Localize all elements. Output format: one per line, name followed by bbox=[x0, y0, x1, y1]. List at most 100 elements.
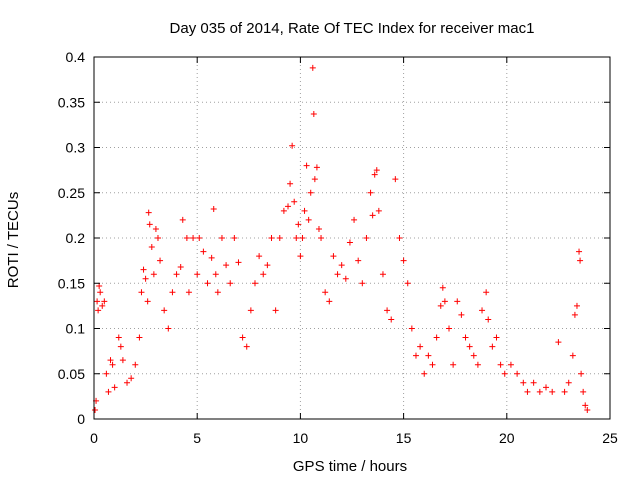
data-point bbox=[439, 284, 446, 291]
x-tick-label: 10 bbox=[293, 430, 309, 446]
data-point bbox=[310, 111, 317, 118]
data-point bbox=[388, 316, 395, 323]
plot-frame bbox=[93, 56, 611, 420]
data-point bbox=[161, 307, 168, 314]
data-point bbox=[231, 235, 238, 241]
data-point bbox=[322, 289, 329, 296]
data-point bbox=[530, 379, 537, 386]
data-points bbox=[92, 64, 591, 413]
data-point bbox=[571, 311, 578, 318]
data-point bbox=[307, 189, 314, 196]
data-point bbox=[107, 357, 114, 364]
data-point bbox=[577, 257, 584, 264]
data-point bbox=[371, 171, 378, 178]
data-point bbox=[260, 271, 267, 278]
data-point bbox=[272, 307, 279, 314]
data-point bbox=[287, 180, 294, 187]
data-point bbox=[584, 406, 591, 413]
data-point bbox=[520, 379, 527, 386]
data-point bbox=[101, 298, 108, 305]
data-point bbox=[218, 235, 225, 241]
data-point bbox=[561, 388, 568, 395]
data-point bbox=[351, 216, 358, 223]
data-point bbox=[524, 388, 531, 395]
data-point bbox=[92, 406, 99, 413]
chart-title: Day 035 of 2014, Rate Of TEC Index for r… bbox=[170, 20, 535, 37]
data-point bbox=[196, 235, 203, 241]
data-point bbox=[462, 334, 469, 341]
data-point bbox=[412, 352, 419, 359]
data-point bbox=[369, 212, 376, 219]
data-point bbox=[379, 271, 386, 278]
data-point bbox=[474, 361, 481, 368]
data-point bbox=[355, 257, 362, 264]
data-point bbox=[165, 325, 172, 332]
data-point bbox=[239, 334, 246, 341]
data-point bbox=[392, 176, 399, 183]
data-point bbox=[227, 280, 234, 287]
data-point bbox=[437, 302, 444, 309]
data-point bbox=[514, 370, 521, 377]
data-point bbox=[470, 352, 477, 359]
data-point bbox=[105, 388, 112, 395]
data-point bbox=[111, 384, 118, 391]
data-point bbox=[501, 370, 508, 377]
data-point bbox=[212, 271, 219, 278]
data-point bbox=[458, 311, 465, 318]
data-point bbox=[136, 334, 143, 341]
data-point bbox=[94, 298, 101, 305]
data-point bbox=[185, 289, 192, 296]
data-point bbox=[293, 235, 300, 241]
data-point bbox=[565, 379, 572, 386]
data-point bbox=[417, 343, 424, 350]
data-point bbox=[346, 239, 353, 246]
data-point bbox=[95, 307, 102, 314]
data-point bbox=[359, 280, 366, 287]
data-point bbox=[96, 282, 103, 289]
data-point bbox=[309, 64, 316, 71]
data-point bbox=[103, 370, 110, 377]
data-point bbox=[295, 221, 302, 228]
data-point bbox=[264, 262, 271, 269]
data-point bbox=[297, 253, 304, 260]
data-point bbox=[268, 235, 275, 241]
data-point bbox=[569, 352, 576, 359]
data-point bbox=[285, 203, 292, 210]
grid-lines bbox=[94, 57, 610, 419]
data-point bbox=[214, 289, 221, 296]
data-point bbox=[429, 361, 436, 368]
y-tick-label: 0.25 bbox=[58, 185, 85, 201]
data-point bbox=[109, 361, 116, 368]
data-point bbox=[138, 289, 145, 296]
data-point bbox=[183, 235, 190, 241]
data-point bbox=[549, 388, 556, 395]
data-point bbox=[173, 271, 180, 278]
data-point bbox=[177, 263, 184, 270]
data-point bbox=[375, 207, 382, 214]
data-point bbox=[128, 375, 135, 382]
data-point bbox=[363, 235, 370, 241]
data-point bbox=[146, 221, 153, 228]
x-tick-label: 0 bbox=[90, 430, 98, 446]
data-point bbox=[157, 257, 164, 264]
data-point bbox=[144, 298, 151, 305]
data-point bbox=[330, 253, 337, 260]
data-point bbox=[235, 259, 242, 266]
data-point bbox=[466, 343, 473, 350]
data-point bbox=[251, 280, 258, 287]
data-point bbox=[97, 289, 104, 296]
y-tick-label: 0 bbox=[77, 411, 85, 427]
data-point bbox=[315, 225, 322, 232]
data-point bbox=[150, 271, 157, 278]
data-point bbox=[124, 379, 131, 386]
data-point bbox=[99, 302, 106, 309]
data-point bbox=[115, 334, 122, 341]
data-point bbox=[326, 298, 333, 305]
data-point bbox=[433, 334, 440, 341]
data-point bbox=[223, 262, 230, 269]
data-point bbox=[169, 289, 176, 296]
x-tick-label: 25 bbox=[602, 430, 618, 446]
data-point bbox=[200, 248, 207, 255]
data-point bbox=[367, 189, 374, 196]
data-point bbox=[210, 206, 217, 213]
